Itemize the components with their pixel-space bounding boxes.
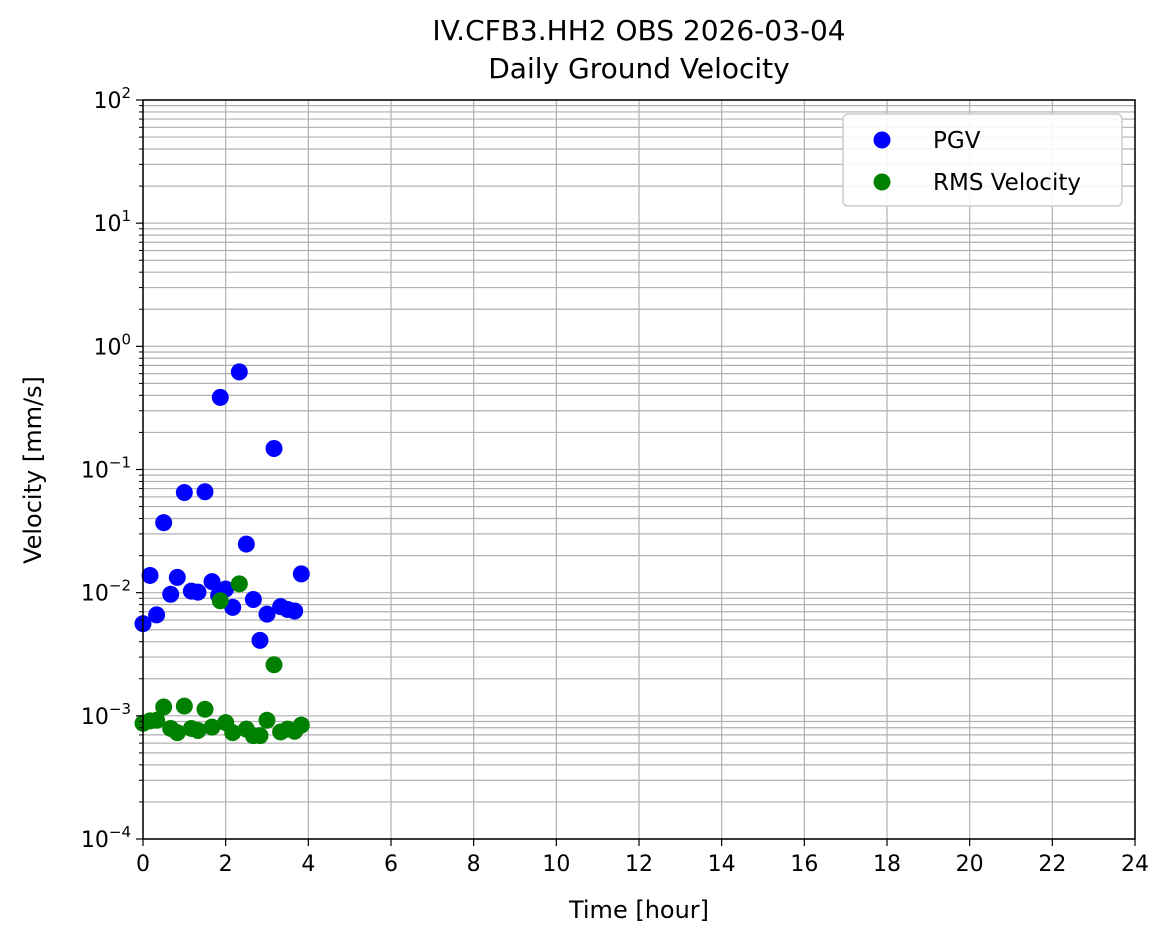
pgv-point (162, 585, 180, 603)
y-tick-label: 100 (93, 330, 131, 360)
y-tick-label: 102 (93, 84, 131, 114)
legend-marker (873, 131, 891, 149)
pgv-point (196, 483, 214, 501)
rms-velocity-point (155, 698, 173, 716)
pgv-point (244, 591, 262, 609)
pgv-point (189, 583, 207, 601)
x-tick-label: 12 (625, 852, 653, 877)
rms-velocity-point (251, 727, 269, 745)
x-tick-label: 20 (956, 852, 984, 877)
legend-label: RMS Velocity (933, 170, 1081, 196)
pgv-point (265, 440, 283, 458)
legend: PGV RMS Velocity (842, 113, 1123, 207)
rms-velocity-point (265, 656, 283, 674)
x-tick-label: 6 (384, 852, 398, 877)
pgv-point (155, 514, 173, 532)
legend-box (842, 113, 1123, 207)
rms-velocity-point (175, 697, 193, 715)
pgv-point (175, 484, 193, 502)
x-tick-label: 8 (467, 852, 481, 877)
rms-velocity-point (148, 711, 166, 729)
pgv-point (251, 631, 269, 649)
rms-velocity-point (203, 718, 221, 736)
x-tick-label: 22 (1038, 852, 1066, 877)
y-tick-label: 10−3 (81, 700, 131, 730)
axis-ticks: 0 2 4 6 8 10 12 14 16 18 20 22 2410−410−310−210−1100… (81, 84, 1149, 877)
chart-title: IV.CFB3.HH2 OBS 2026-03-04 (432, 14, 846, 47)
pgv-point (286, 602, 304, 620)
rms-velocity-point (211, 592, 229, 610)
pgv-point (292, 565, 310, 583)
pgv-point (168, 568, 186, 586)
rms-velocity-point (168, 724, 186, 742)
rms-velocity-point (258, 711, 276, 729)
pgv-point (141, 566, 159, 584)
x-tick-label: 16 (790, 852, 818, 877)
y-tick-label: 10−2 (81, 577, 131, 607)
rms-velocity-point (189, 722, 207, 740)
grid-lines (142, 99, 1136, 840)
legend-marker (873, 173, 891, 191)
pgv-point (211, 388, 229, 406)
rms-velocity-point (224, 724, 242, 742)
x-tick-label: 0 (136, 852, 150, 877)
legend-label: PGV (933, 128, 981, 154)
pgv-point (148, 606, 166, 624)
y-tick-label: 101 (93, 207, 131, 237)
chart-subtitle: Daily Ground Velocity (488, 52, 790, 85)
x-tick-label: 10 (542, 852, 570, 877)
x-tick-label: 24 (1121, 852, 1149, 877)
x-tick-label: 2 (219, 852, 233, 877)
rms-velocity-point (196, 700, 214, 718)
y-tick-label: 10−4 (81, 823, 131, 853)
x-tick-label: 4 (301, 852, 315, 877)
x-tick-label: 18 (873, 852, 901, 877)
x-axis-label: Time [hour] (568, 896, 710, 924)
pgv-point (258, 605, 276, 623)
x-tick-label: 14 (708, 852, 736, 877)
y-tick-label: 10−1 (81, 454, 131, 484)
y-axis-label: Velocity [mm/s] (19, 376, 47, 564)
pgv-point (230, 363, 248, 381)
data-points (134, 363, 310, 745)
rms-velocity-point (230, 575, 248, 593)
rms-velocity-point (292, 716, 310, 734)
pgv-point (203, 573, 221, 591)
pgv-point (237, 535, 255, 553)
